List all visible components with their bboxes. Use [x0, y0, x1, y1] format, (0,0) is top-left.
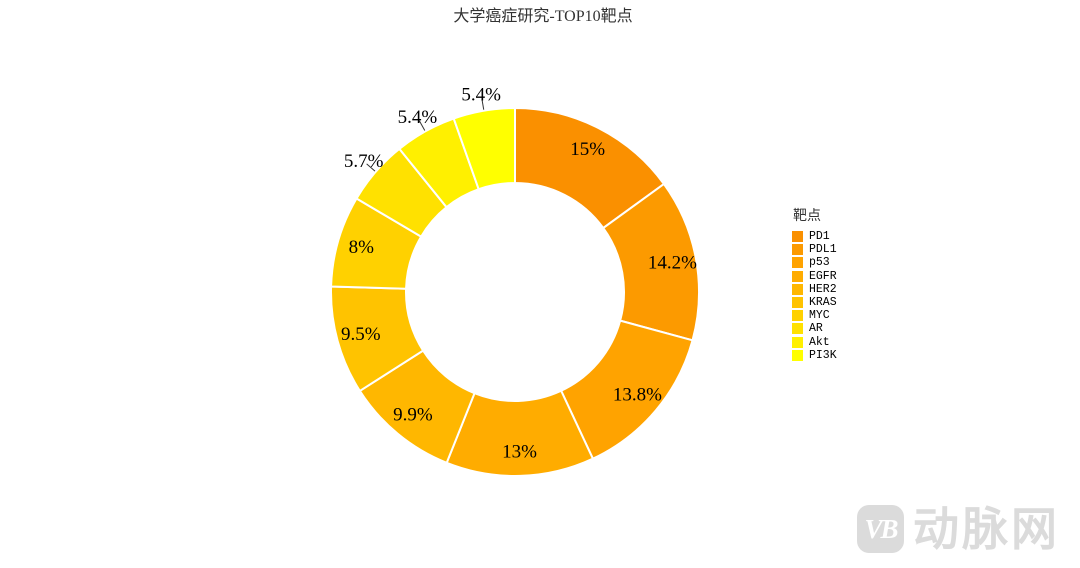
slice-label-AR: 5.7%	[344, 151, 384, 172]
legend-item-KRAS[interactable]: KRAS	[792, 296, 837, 309]
legend-swatch-icon	[792, 336, 803, 348]
legend-item-label: KRAS	[809, 296, 837, 310]
vb-logo-icon: VB	[857, 505, 904, 553]
slice-label-PI3K: 5.4%	[461, 84, 501, 105]
legend-swatch-icon	[792, 310, 803, 322]
legend-item-AR[interactable]: AR	[792, 322, 837, 335]
legend-swatch-icon	[792, 297, 803, 309]
slice-label-MYC: 8%	[349, 237, 375, 258]
slice-label-EGFR: 13%	[502, 441, 537, 462]
watermark: VB 动脉网	[857, 505, 1060, 553]
chart-title: 大学癌症研究-TOP10靶点	[453, 8, 633, 25]
legend-item-label: PI3K	[809, 348, 837, 362]
legend-item-label: p53	[809, 256, 830, 270]
label-leader-line	[366, 163, 376, 172]
slice-label-p53: 13.8%	[613, 385, 662, 406]
label-leader-line	[418, 120, 426, 131]
legend-item-label: HER2	[809, 282, 837, 296]
legend-item-label: AR	[809, 322, 823, 336]
slice-label-KRAS: 9.5%	[341, 324, 381, 345]
legend-item-HER2[interactable]: HER2	[792, 283, 837, 296]
legend: 靶点 PD1 PDL1 p53 EGFR HER2 KRAS MYC AR Akt PI3K	[792, 209, 837, 362]
legend-item-MYC[interactable]: MYC	[792, 309, 837, 322]
pie-slice-PI3K[interactable]	[452, 106, 516, 191]
legend-swatch-icon	[792, 323, 803, 335]
legend-item-PDL1[interactable]: PDL1	[792, 243, 837, 256]
legend-swatch-icon	[792, 349, 803, 361]
legend-swatch-icon	[792, 257, 803, 269]
legend-item-label: MYC	[809, 309, 830, 323]
legend-swatch-icon	[792, 244, 803, 256]
legend-items: PD1 PDL1 p53 EGFR HER2 KRAS MYC AR Akt PI3K	[792, 230, 837, 362]
slice-label-PD1: 15%	[570, 139, 605, 160]
legend-swatch-icon	[792, 231, 803, 243]
vb-logo-text: VB	[864, 513, 898, 544]
slice-label-Akt: 5.4%	[398, 107, 438, 128]
slice-label-PDL1: 14.2%	[648, 253, 697, 274]
legend-swatch-icon	[792, 283, 803, 295]
legend-item-label: PDL1	[809, 243, 837, 257]
legend-item-EGFR[interactable]: EGFR	[792, 270, 837, 283]
legend-item-PD1[interactable]: PD1	[792, 230, 837, 243]
legend-item-label: Akt	[809, 335, 830, 349]
legend-item-label: EGFR	[809, 269, 837, 283]
legend-item-label: PD1	[809, 230, 830, 244]
legend-item-Akt[interactable]: Akt	[792, 336, 837, 349]
watermark-text: 动脉网	[913, 503, 1060, 555]
legend-item-p53[interactable]: p53	[792, 256, 837, 269]
label-leader-line	[481, 98, 485, 110]
legend-swatch-icon	[792, 270, 803, 282]
slice-label-HER2: 9.9%	[393, 405, 433, 426]
legend-item-PI3K[interactable]: PI3K	[792, 349, 837, 362]
legend-title: 靶点	[793, 209, 821, 224]
